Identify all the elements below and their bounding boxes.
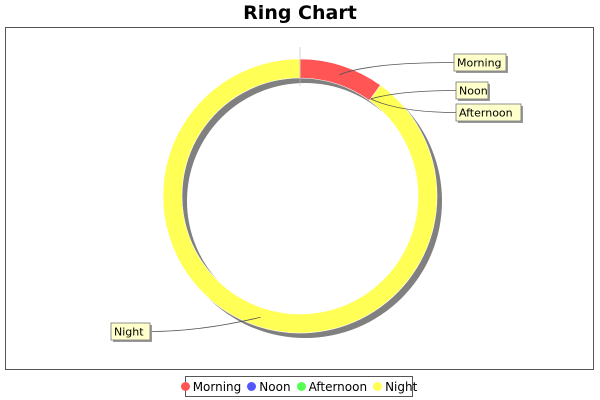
leader-line-morning [339,62,455,76]
slice-label-text-night: Night [114,326,144,339]
legend-label-night: Night [385,379,418,394]
slice-label-morning: Morning [453,53,508,73]
slice-label-noon: Noon [455,81,490,101]
slice-label-afternoon: Afternoon [455,103,523,123]
legend-swatch-noon [247,382,257,391]
slice-label-night: Night [110,322,152,342]
plot-area [5,27,594,370]
legend-item-morning: Morning [180,379,242,394]
legend-swatch-afternoon [296,382,306,391]
leader-line-afternoon [370,98,457,113]
slice-label-text-morning: Morning [457,57,502,70]
slice-label-text-afternoon: Afternoon [459,107,513,120]
slice-night [162,58,438,334]
chart-title: Ring Chart [243,2,357,24]
legend-swatch-morning [180,382,190,391]
legend-swatch-night [373,382,383,391]
leader-line-night [149,316,261,332]
legend-item-night: Night [373,380,417,394]
leader-line-noon [370,90,457,100]
legend-label-afternoon: Afternoon [308,379,368,394]
legend-item-noon: Noon [247,379,291,394]
legend: Morning Noon Afternoon Night [180,376,417,397]
legend-label-morning: Morning [192,379,242,394]
slice-label-text-noon: Noon [459,85,488,98]
legend-item-afternoon: Afternoon [296,379,368,394]
legend-label-noon: Noon [259,379,291,394]
